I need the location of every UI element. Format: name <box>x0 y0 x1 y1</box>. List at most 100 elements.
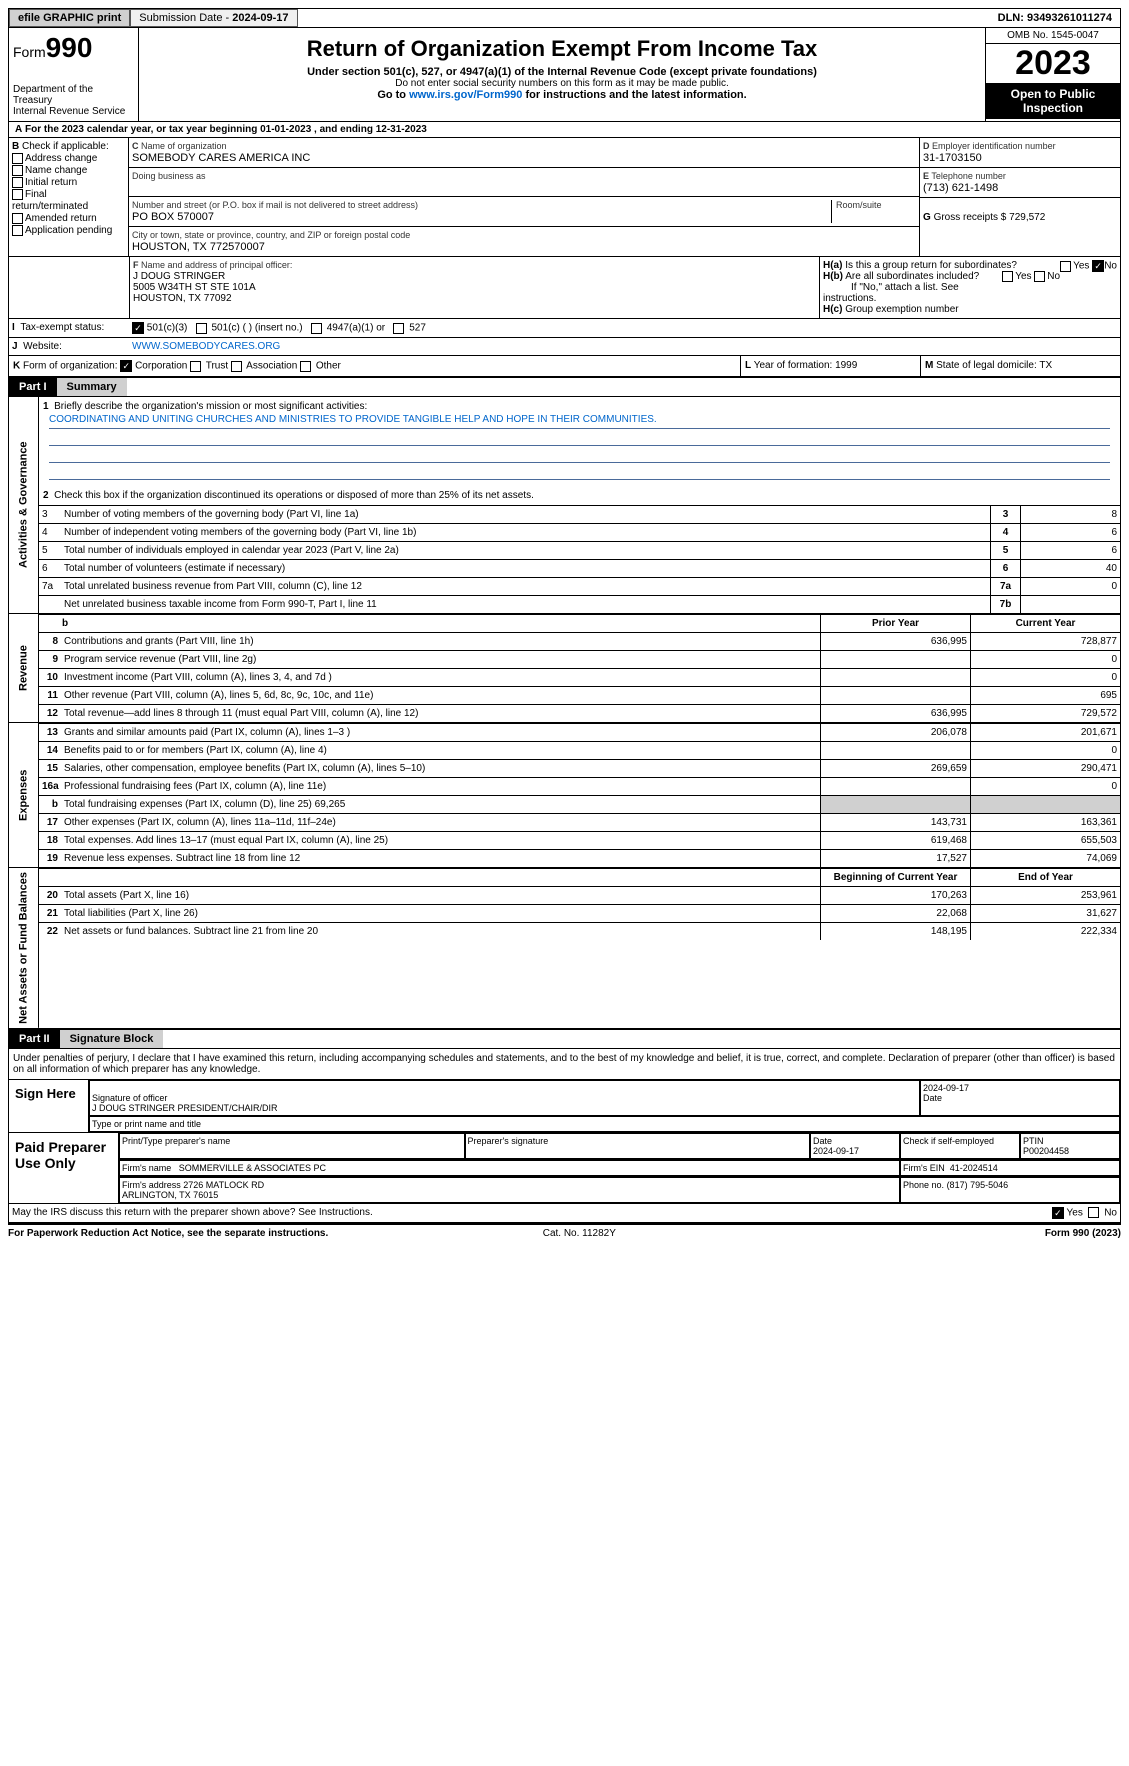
fin-row-22: 22Net assets or fund balances. Subtract … <box>39 922 1120 940</box>
section-d-e-g: D Employer identification number31-17031… <box>920 138 1120 256</box>
chk-initial-return[interactable]: Initial return <box>12 177 125 188</box>
chk-other[interactable] <box>300 361 311 372</box>
section-expenses: Expenses <box>9 723 39 867</box>
chk-app-pending[interactable]: Application pending <box>12 225 125 236</box>
state-domicile: TX <box>1039 360 1052 371</box>
tax-year-line: A For the 2023 calendar year, or tax yea… <box>8 122 1121 138</box>
section-j: J Website: WWW.SOMEBODYCARES.ORG <box>8 338 1121 356</box>
fin-row-21: 21Total liabilities (Part X, line 26) 22… <box>39 904 1120 922</box>
fin-row-12: 12Total revenue—add lines 8 through 11 (… <box>39 704 1120 722</box>
omb-number: OMB No. 1545-0047 <box>986 28 1120 44</box>
val-5: 6 <box>1020 541 1120 559</box>
chk-corp[interactable]: ✓ <box>120 360 132 372</box>
ptin: P00204458 <box>1023 1146 1069 1156</box>
website-link[interactable]: WWW.SOMEBODYCARES.ORG <box>132 341 280 352</box>
part1-netassets: Net Assets or Fund Balances Beginning of… <box>8 868 1121 1029</box>
may-yes[interactable]: ✓ <box>1052 1207 1064 1219</box>
firm-phone: (817) 795-5046 <box>947 1180 1009 1190</box>
declaration: Under penalties of perjury, I declare th… <box>9 1049 1120 1080</box>
fin-row-19: 19Revenue less expenses. Subtract line 1… <box>39 849 1120 867</box>
hb-yes[interactable] <box>1002 271 1013 282</box>
chk-amended[interactable]: Amended return <box>12 213 125 224</box>
part1-body: Activities & Governance 1 Briefly descri… <box>8 397 1121 614</box>
firm-name: SOMMERVILLE & ASSOCIATES PC <box>179 1163 326 1173</box>
val-6: 40 <box>1020 559 1120 577</box>
ha-yes[interactable] <box>1060 261 1071 272</box>
fin-row-18: 18Total expenses. Add lines 13–17 (must … <box>39 831 1120 849</box>
part2-header: Part IISignature Block <box>8 1029 1121 1049</box>
section-c: C Name of organizationSOMEBODY CARES AME… <box>129 138 920 256</box>
form-subtitle-1: Under section 501(c), 527, or 4947(a)(1)… <box>143 66 981 78</box>
val-3: 8 <box>1020 505 1120 523</box>
mission-text: COORDINATING AND UNITING CHURCHES AND MI… <box>49 414 1110 429</box>
section-revenue: Revenue <box>9 614 39 722</box>
officer-name: J DOUG STRINGER <box>133 271 225 282</box>
org-name: SOMEBODY CARES AMERICA INC <box>132 152 310 164</box>
gross-receipts: 729,572 <box>1009 212 1045 223</box>
prep-date: 2024-09-17 <box>813 1146 859 1156</box>
section-i-j: I Tax-exempt status: ✓ 501(c)(3) 501(c) … <box>8 319 1121 338</box>
org-address: PO BOX 570007 <box>132 211 214 223</box>
chk-final-return[interactable]: Final return/terminated <box>12 189 125 211</box>
ha-no[interactable]: ✓ <box>1092 260 1104 272</box>
form-instructions-link: Go to www.irs.gov/Form990 for instructio… <box>143 89 981 101</box>
chk-501c[interactable] <box>196 323 207 334</box>
officer-addr1: 5005 W34TH ST STE 101A <box>133 282 256 293</box>
fin-row-10: 10Investment income (Part VIII, column (… <box>39 668 1120 686</box>
fin-row-b: bTotal fundraising expenses (Part IX, co… <box>39 795 1120 813</box>
chk-501c3[interactable]: ✓ <box>132 322 144 334</box>
chk-527[interactable] <box>393 323 404 334</box>
officer-addr2: HOUSTON, TX 77092 <box>133 293 232 304</box>
chk-4947[interactable] <box>311 323 322 334</box>
section-governance: Activities & Governance <box>9 397 39 613</box>
part1-expenses: Expenses 13Grants and similar amounts pa… <box>8 723 1121 868</box>
hb-no[interactable] <box>1034 271 1045 282</box>
dln: DLN: 93493261011274 <box>990 10 1120 26</box>
section-b: B Check if applicable: Address change Na… <box>9 138 129 256</box>
may-no[interactable] <box>1088 1207 1099 1218</box>
val-7b <box>1020 595 1120 613</box>
signature-block: Under penalties of perjury, I declare th… <box>8 1049 1121 1204</box>
section-f-h: F Name and address of principal officer:… <box>8 257 1121 319</box>
open-inspection: Open to Public Inspection <box>986 83 1120 119</box>
fin-row-11: 11Other revenue (Part VIII, column (A), … <box>39 686 1120 704</box>
submission-date: Submission Date - 2024-09-17 <box>130 9 297 27</box>
dept-treasury: Department of the Treasury Internal Reve… <box>13 84 134 117</box>
fin-row-20: 20Total assets (Part X, line 16) 170,263… <box>39 886 1120 904</box>
fin-row-14: 14Benefits paid to or for members (Part … <box>39 741 1120 759</box>
org-city: HOUSTON, TX 772570007 <box>132 241 265 253</box>
fin-row-9: 9Program service revenue (Part VIII, lin… <box>39 650 1120 668</box>
irs-link[interactable]: www.irs.gov/Form990 <box>409 89 522 101</box>
fin-row-17: 17Other expenses (Part IX, column (A), l… <box>39 813 1120 831</box>
form-header: Form990 Department of the Treasury Inter… <box>8 28 1121 122</box>
part1-revenue: Revenue bPrior YearCurrent Year 8Contrib… <box>8 614 1121 723</box>
chk-address-change[interactable]: Address change <box>12 153 125 164</box>
fin-row-8: 8Contributions and grants (Part VIII, li… <box>39 632 1120 650</box>
chk-trust[interactable] <box>190 361 201 372</box>
form-title: Return of Organization Exempt From Incom… <box>143 36 981 62</box>
year-formation: 1999 <box>835 360 857 371</box>
firm-ein: 41-2024514 <box>950 1163 998 1173</box>
part1-header: Part ISummary <box>8 377 1121 397</box>
val-7a: 0 <box>1020 577 1120 595</box>
ein: 31-1703150 <box>923 152 982 164</box>
top-bar: efile GRAPHIC print Submission Date - 20… <box>8 8 1121 28</box>
fin-row-15: 15Salaries, other compensation, employee… <box>39 759 1120 777</box>
efile-print-button[interactable]: efile GRAPHIC print <box>9 9 130 27</box>
section-netassets: Net Assets or Fund Balances <box>9 868 39 1028</box>
chk-self-emp[interactable]: Check if self-employed <box>900 1133 1020 1159</box>
sig-date: 2024-09-17 <box>923 1083 969 1093</box>
chk-name-change[interactable]: Name change <box>12 165 125 176</box>
form-subtitle-2: Do not enter social security numbers on … <box>143 78 981 89</box>
form-number: Form990 <box>13 32 134 64</box>
fin-row-16a: 16aProfessional fundraising fees (Part I… <box>39 777 1120 795</box>
officer-sig: J DOUG STRINGER PRESIDENT/CHAIR/DIR <box>92 1103 278 1113</box>
fin-row-13: 13Grants and similar amounts paid (Part … <box>39 723 1120 741</box>
may-discuss: May the IRS discuss this return with the… <box>8 1204 1121 1223</box>
footer: For Paperwork Reduction Act Notice, see … <box>8 1223 1121 1242</box>
tax-year: 2023 <box>986 44 1120 83</box>
section-b-c-d: B Check if applicable: Address change Na… <box>8 138 1121 257</box>
section-k-l-m: K Form of organization: ✓ Corporation Tr… <box>8 356 1121 377</box>
chk-assoc[interactable] <box>231 361 242 372</box>
telephone: (713) 621-1498 <box>923 182 998 194</box>
